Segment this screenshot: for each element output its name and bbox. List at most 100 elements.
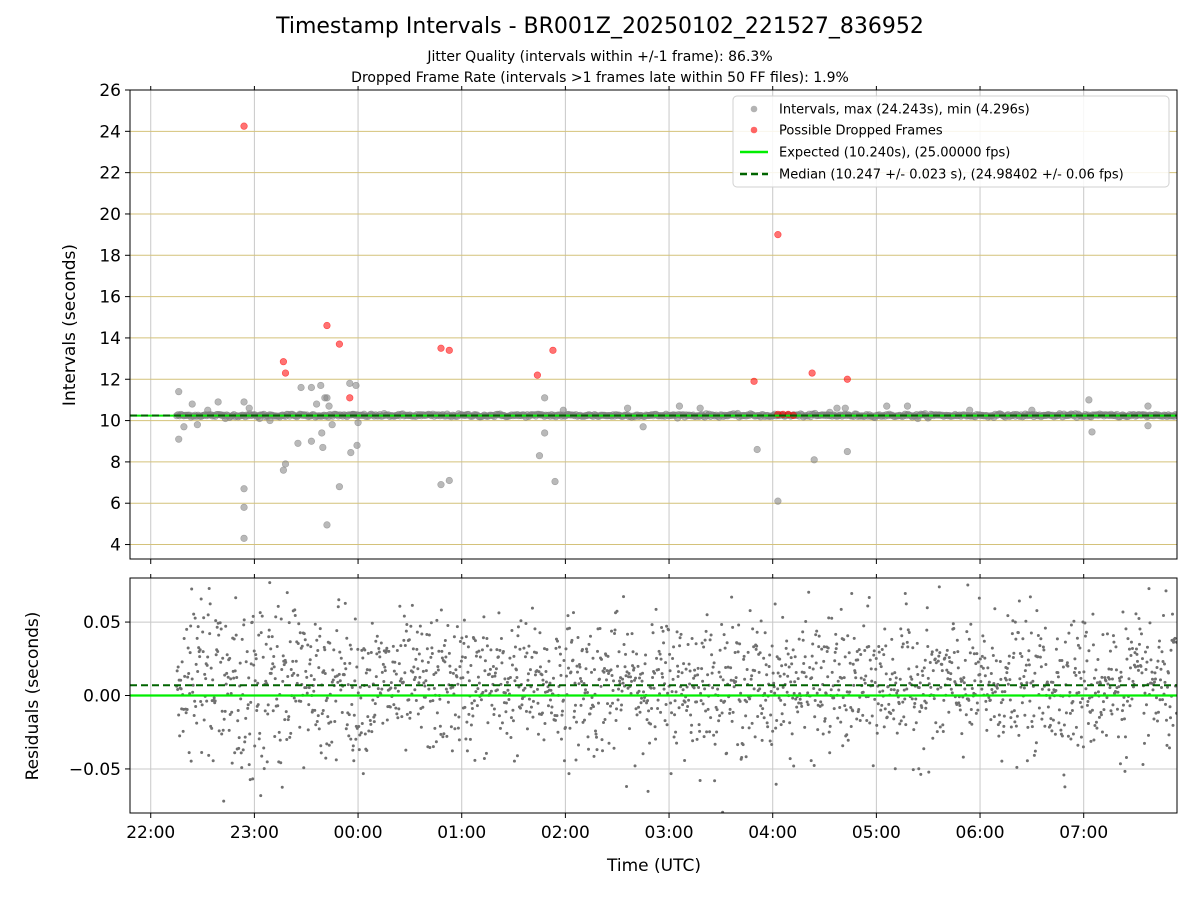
residual-point (483, 669, 487, 673)
residual-point (327, 743, 331, 747)
residual-point (369, 722, 373, 726)
residual-point (701, 702, 705, 706)
residual-point (340, 711, 344, 715)
interval-point (319, 443, 327, 452)
residual-point (353, 679, 357, 683)
residual-point (469, 663, 473, 667)
residual-point (856, 658, 860, 662)
residual-point (277, 730, 281, 734)
residual-point (482, 615, 486, 619)
residual-point (1145, 660, 1149, 664)
residual-point (892, 717, 896, 721)
residual-point (734, 680, 738, 684)
y-tick-label: 14 (99, 329, 121, 349)
residual-point (1085, 703, 1089, 707)
residual-point (245, 575, 248, 578)
residual-point (577, 663, 581, 667)
residual-point (698, 729, 702, 733)
residual-point (431, 699, 435, 703)
residual-point (1084, 687, 1088, 691)
interval-point (188, 400, 196, 408)
residual-point (720, 711, 724, 715)
residual-point (745, 700, 749, 704)
residual-point (1097, 715, 1101, 719)
residual-point (827, 730, 831, 734)
residual-point (477, 681, 481, 685)
residual-point (494, 667, 498, 671)
residual-point (656, 698, 660, 702)
residual-point (410, 603, 414, 607)
residual-point (1073, 657, 1077, 661)
residual-point (221, 728, 225, 732)
residual-point (743, 677, 747, 681)
residual-point (557, 645, 561, 649)
residual-point (464, 635, 468, 639)
residual-point (218, 621, 222, 625)
residual-point (489, 648, 493, 652)
residual-point (968, 720, 972, 724)
residual-point (771, 729, 775, 733)
interval-point (297, 383, 305, 392)
y-tick-label: 20 (99, 205, 121, 225)
residual-point (503, 677, 507, 681)
residual-point (1167, 733, 1171, 737)
residual-point (638, 676, 642, 680)
interval-point (966, 406, 974, 414)
residual-point (1141, 762, 1145, 766)
dropped-frame-point (240, 122, 248, 130)
residual-point (990, 646, 994, 650)
residual-point (399, 677, 403, 681)
residual-point (348, 643, 352, 647)
residual-point (802, 661, 806, 665)
residual-point (1043, 724, 1047, 728)
residual-point (500, 721, 504, 725)
residual-point (669, 772, 673, 776)
residual-point (357, 724, 361, 728)
residual-point (566, 666, 570, 670)
residual-point (1095, 726, 1099, 730)
residual-point (540, 673, 544, 677)
residual-point (188, 692, 192, 696)
residual-point (1041, 711, 1045, 715)
residual-point (658, 652, 662, 656)
residual-point (804, 675, 808, 679)
residual-point (286, 718, 290, 722)
residual-point (1084, 630, 1088, 634)
residual-point (198, 655, 202, 659)
residual-point (418, 675, 422, 679)
residual-point (574, 720, 578, 724)
residual-point (692, 676, 696, 680)
residual-point (980, 654, 984, 658)
residual-point (606, 654, 610, 658)
residual-point (854, 676, 858, 680)
residual-point (405, 712, 409, 716)
residual-point (857, 648, 861, 652)
residual-point (434, 671, 438, 675)
residual-point (914, 721, 918, 725)
residual-point (813, 699, 817, 703)
residual-point (1069, 623, 1073, 627)
residual-point (462, 618, 466, 622)
residual-point (567, 772, 571, 776)
residual-point (1164, 589, 1168, 593)
interval-point (323, 521, 331, 529)
residual-point (981, 634, 985, 638)
residual-point (471, 714, 475, 718)
residual-point (792, 691, 796, 695)
residual-point (541, 678, 545, 682)
residual-point (1027, 663, 1031, 667)
residual-point (764, 663, 768, 667)
residual-point (834, 647, 838, 651)
residual-point (219, 627, 223, 631)
residual-point (1096, 658, 1100, 662)
residual-point (188, 651, 192, 655)
residual-point (967, 637, 971, 641)
y-tick-label: 10 (99, 412, 121, 432)
residual-point (430, 652, 434, 656)
residual-point (673, 713, 677, 717)
residual-point (833, 659, 837, 663)
residual-point (731, 625, 735, 629)
residual-point (248, 732, 252, 736)
residual-point (842, 676, 846, 680)
residual-point (439, 732, 443, 736)
